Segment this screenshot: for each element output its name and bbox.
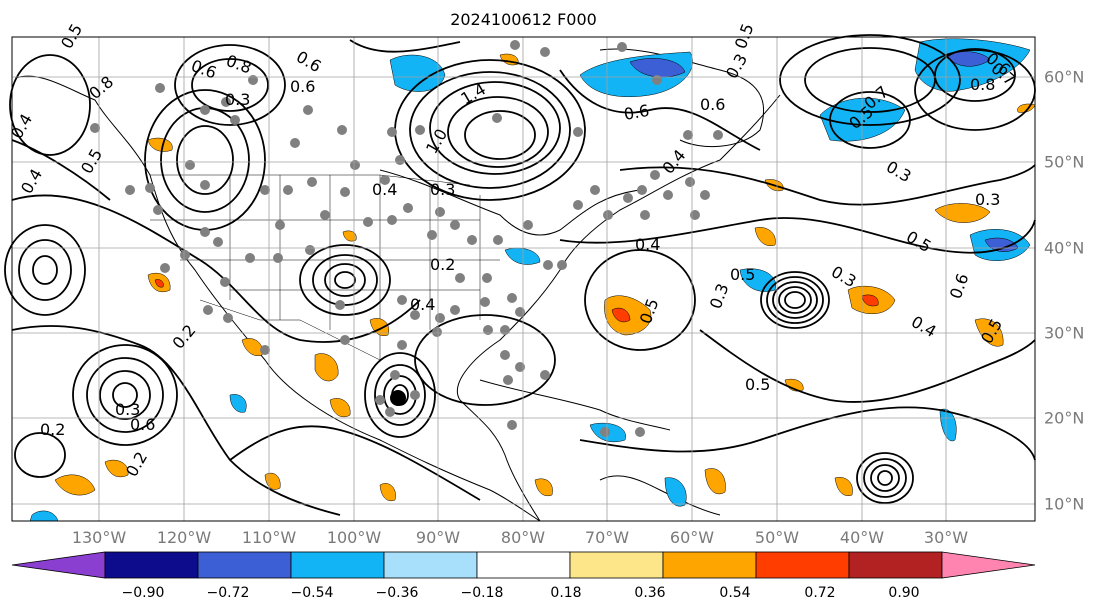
map-border <box>11 36 1036 522</box>
colorbar-tick: −0.72 <box>206 585 250 601</box>
colorbar-segment <box>104 551 199 579</box>
lon-label: 30°W <box>923 528 969 547</box>
map-title: 2024100612 F000 <box>450 10 597 29</box>
shaded-fills <box>29 38 1036 522</box>
colorbar-tick: −0.36 <box>375 585 419 601</box>
colorbar <box>11 551 1036 579</box>
contour-label: 0.5 <box>730 265 755 284</box>
colorbar-segment <box>662 551 757 579</box>
contour-label: 0.4 <box>410 295 435 314</box>
contour-label: 0.3 <box>115 400 140 419</box>
lon-label: 50°W <box>754 528 800 547</box>
lat-label: 20°N <box>1044 408 1085 428</box>
contour-label: 0.3 <box>225 90 250 109</box>
colorbar-segment <box>290 551 385 579</box>
contour-label: 0.4 <box>635 235 660 254</box>
lon-label: 40°W <box>839 528 885 547</box>
colorbar-tick: −0.54 <box>290 585 334 601</box>
lat-label: 50°N <box>1044 152 1085 172</box>
colorbar-segment <box>476 551 571 579</box>
contour-label: 0.6 <box>700 95 725 114</box>
storm-center-marker <box>390 390 406 406</box>
contour-label: 0.2 <box>430 255 455 274</box>
contour-label: 0.5 <box>745 375 770 394</box>
lat-label: 40°N <box>1044 238 1085 258</box>
lon-label: 100°W <box>326 528 382 547</box>
colorbar-tick: 0.18 <box>550 585 582 601</box>
colorbar-tick: 0.90 <box>888 585 920 601</box>
colorbar-tick: −0.18 <box>460 585 504 601</box>
observation-markers <box>90 40 723 437</box>
contour-label: 0.3 <box>430 180 455 199</box>
lat-label: 10°N <box>1044 494 1085 514</box>
contour-label: 0.2 <box>40 420 65 439</box>
gridlines <box>12 37 1035 521</box>
colorbar-tick: 0.72 <box>804 585 836 601</box>
lon-label: 60°W <box>669 528 715 547</box>
contour-label: 0.3 <box>975 190 1000 209</box>
contour-label: 0.6 <box>290 77 315 96</box>
colorbar-segment <box>755 551 850 579</box>
colorbar-segment <box>569 551 664 579</box>
lon-label: 120°W <box>156 528 212 547</box>
contour-lines <box>4 34 1036 516</box>
lon-label: 80°W <box>500 528 546 547</box>
lon-label: 90°W <box>415 528 461 547</box>
colorbar-segment <box>383 551 478 579</box>
contour-label: 0.4 <box>372 180 397 199</box>
contour-label: 0.6 <box>622 101 650 124</box>
lat-label: 60°N <box>1044 67 1085 87</box>
contour-label: 0.6 <box>130 415 155 434</box>
lon-label: 110°W <box>241 528 297 547</box>
colorbar-segment <box>848 551 943 579</box>
lat-label: 30°N <box>1044 323 1085 343</box>
lon-label: 70°W <box>584 528 630 547</box>
colorbar-segment <box>197 551 292 579</box>
colorbar-tick: 0.54 <box>719 585 751 601</box>
colorbar-extension-low <box>11 551 106 579</box>
colorbar-extension-high <box>941 551 1036 579</box>
contour-label: 0.8 <box>970 75 995 94</box>
colorbar-tick: 0.36 <box>634 585 666 601</box>
colorbar-tick: −0.90 <box>121 585 165 601</box>
lon-label: 130°W <box>71 528 127 547</box>
